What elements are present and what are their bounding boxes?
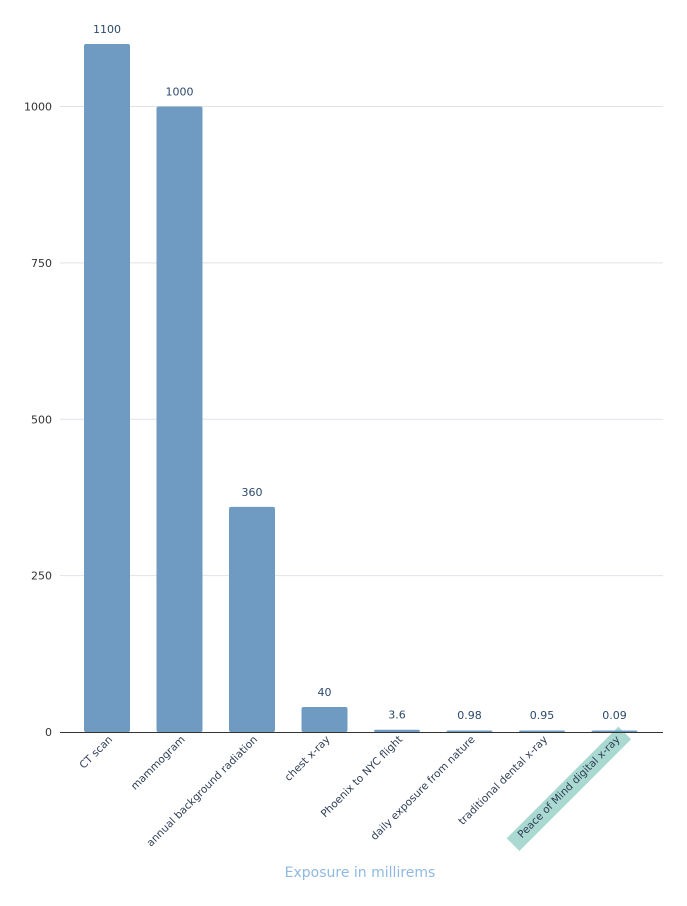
y-axis-ticks: 0 250 500 750 1000 [24,101,52,739]
bar [374,729,420,732]
y-tick-label: 750 [31,257,52,270]
highlight-band [506,726,632,852]
x-tick-label: CT scan [77,734,115,772]
gridlines [60,106,663,577]
y-tick-label: 0 [45,726,52,739]
bar-value-label: 0.95 [530,709,555,722]
highlight-layer [506,726,632,852]
bar-value-labels: 1100 1000 360 40 3.6 0.98 0.95 0.09 [93,23,627,722]
bar [84,44,130,732]
bar-value-label: 3.6 [388,709,406,722]
bar [229,506,275,732]
bar-value-label: 0.98 [457,709,482,722]
bar [519,730,565,732]
y-tick-label: 1000 [24,101,52,114]
bar-value-label: 360 [242,486,263,499]
bar [156,106,203,732]
bar-value-label: 40 [318,686,332,699]
bar-value-label: 1100 [93,23,121,36]
bars [84,44,638,732]
y-tick-label: 250 [31,570,52,583]
bar-value-label: 0.09 [602,709,627,722]
x-tick-label: mammogram [129,734,188,793]
bar [446,730,493,732]
y-tick-label: 500 [31,413,52,426]
bar-value-label: 1000 [166,86,194,99]
x-tick-label: chest x-ray [283,734,333,784]
x-axis-title: Exposure in millirems [285,865,436,881]
bar [301,706,348,732]
bar [591,730,638,732]
x-tick-label: Phoenix to NYC flight [319,734,405,820]
